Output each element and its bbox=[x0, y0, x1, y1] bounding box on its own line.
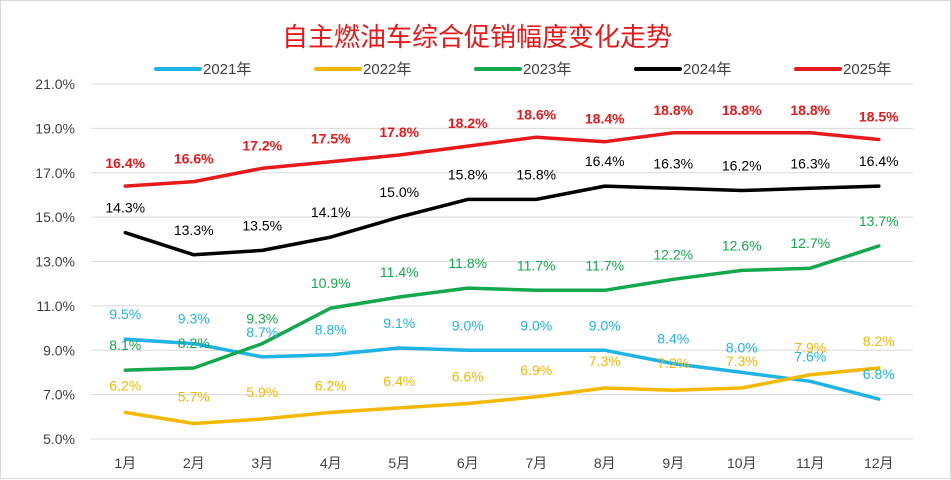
data-label: 15.8% bbox=[448, 166, 488, 182]
y-tick-label: 9.0% bbox=[43, 342, 75, 358]
data-label: 8.1% bbox=[109, 337, 141, 353]
data-label: 8.8% bbox=[315, 322, 347, 338]
data-label: 7.2% bbox=[657, 355, 689, 371]
data-label: 8.2% bbox=[178, 335, 210, 351]
legend-label: 2025年 bbox=[843, 61, 891, 78]
data-label: 7.6% bbox=[794, 348, 826, 364]
legend-label: 2021年 bbox=[203, 61, 251, 78]
data-label: 7.3% bbox=[589, 353, 621, 369]
data-label: 14.1% bbox=[311, 204, 351, 220]
data-label: 13.7% bbox=[859, 213, 899, 229]
data-label: 9.1% bbox=[383, 315, 415, 331]
series-line bbox=[123, 244, 881, 372]
x-tick-label: 9月 bbox=[662, 455, 684, 471]
data-label: 18.8% bbox=[790, 102, 830, 118]
x-tick-label: 6月 bbox=[457, 455, 479, 471]
data-label: 18.8% bbox=[653, 102, 693, 118]
data-label: 18.8% bbox=[722, 102, 762, 118]
data-label: 15.0% bbox=[379, 184, 419, 200]
data-label: 6.4% bbox=[383, 373, 415, 389]
x-tick-label: 8月 bbox=[594, 455, 616, 471]
data-label: 6.2% bbox=[109, 377, 141, 393]
x-tick-label: 5月 bbox=[388, 455, 410, 471]
x-tick-label: 10月 bbox=[727, 455, 757, 471]
data-label: 18.6% bbox=[516, 106, 556, 122]
series-line bbox=[123, 184, 881, 257]
data-label: 16.3% bbox=[653, 155, 693, 171]
data-label: 7.3% bbox=[726, 353, 758, 369]
data-label: 5.9% bbox=[246, 384, 278, 400]
data-label: 14.3% bbox=[105, 200, 145, 216]
data-label: 11.7% bbox=[517, 257, 556, 273]
data-label: 15.8% bbox=[516, 166, 556, 182]
data-label: 16.3% bbox=[790, 155, 830, 171]
data-label: 18.2% bbox=[448, 115, 488, 131]
data-label: 8.2% bbox=[863, 333, 895, 349]
data-label: 8.0% bbox=[726, 339, 758, 355]
data-label: 10.9% bbox=[311, 275, 351, 291]
data-label: 9.3% bbox=[178, 311, 210, 327]
legend-label: 2024年 bbox=[683, 61, 731, 78]
x-tick-label: 1月 bbox=[114, 455, 136, 471]
data-label: 16.4% bbox=[859, 153, 899, 169]
legend-label: 2022年 bbox=[363, 61, 411, 78]
data-label: 11.7% bbox=[585, 257, 624, 273]
data-label: 12.6% bbox=[722, 237, 762, 253]
data-label: 7.9% bbox=[794, 340, 826, 356]
data-label: 12.2% bbox=[653, 246, 693, 262]
chart-title: 自主燃油车综合促销幅度变化走势 bbox=[282, 23, 672, 53]
series-line bbox=[123, 337, 881, 401]
x-tick-label: 12月 bbox=[864, 455, 894, 471]
data-label: 8.4% bbox=[657, 331, 689, 347]
data-label: 18.4% bbox=[585, 111, 625, 127]
y-tick-label: 7.0% bbox=[43, 387, 75, 403]
legend-label: 2023年 bbox=[523, 61, 571, 78]
y-tick-label: 13.0% bbox=[35, 254, 75, 270]
data-label: 9.0% bbox=[520, 317, 552, 333]
x-tick-label: 3月 bbox=[251, 455, 273, 471]
y-tick-label: 19.0% bbox=[35, 120, 75, 136]
y-tick-label: 17.0% bbox=[35, 165, 75, 181]
data-label: 9.5% bbox=[109, 306, 141, 322]
data-label: 13.5% bbox=[242, 217, 282, 233]
data-label: 16.4% bbox=[585, 153, 625, 169]
y-tick-label: 11.0% bbox=[36, 298, 75, 314]
x-tick-label: 2月 bbox=[183, 455, 205, 471]
data-label: 16.4% bbox=[105, 155, 145, 171]
series-line bbox=[123, 131, 881, 188]
data-label: 12.7% bbox=[790, 235, 830, 251]
x-tick-label: 4月 bbox=[320, 455, 342, 471]
data-label: 6.9% bbox=[520, 362, 552, 378]
data-label: 9.3% bbox=[246, 311, 278, 327]
data-label: 17.5% bbox=[311, 131, 351, 147]
data-label: 16.2% bbox=[722, 158, 762, 174]
data-label: 6.2% bbox=[315, 377, 347, 393]
data-label: 9.0% bbox=[452, 317, 484, 333]
data-label: 17.2% bbox=[242, 137, 282, 153]
x-tick-label: 11月 bbox=[796, 455, 825, 471]
data-label: 11.4% bbox=[380, 264, 419, 280]
data-label: 5.7% bbox=[178, 388, 210, 404]
y-tick-label: 5.0% bbox=[43, 431, 75, 447]
data-label: 8.7% bbox=[246, 324, 278, 340]
y-tick-label: 15.0% bbox=[35, 209, 75, 225]
series-line bbox=[123, 366, 881, 426]
data-label: 6.8% bbox=[863, 366, 895, 382]
data-label: 16.6% bbox=[174, 151, 214, 167]
data-label: 9.0% bbox=[589, 317, 621, 333]
data-label: 6.6% bbox=[452, 369, 484, 385]
data-label: 18.5% bbox=[859, 108, 899, 124]
data-label: 13.3% bbox=[174, 222, 214, 238]
data-label: 11.8% bbox=[448, 255, 487, 271]
data-label: 17.8% bbox=[379, 124, 419, 140]
x-tick-label: 7月 bbox=[525, 455, 547, 471]
y-tick-label: 21.0% bbox=[35, 76, 75, 92]
